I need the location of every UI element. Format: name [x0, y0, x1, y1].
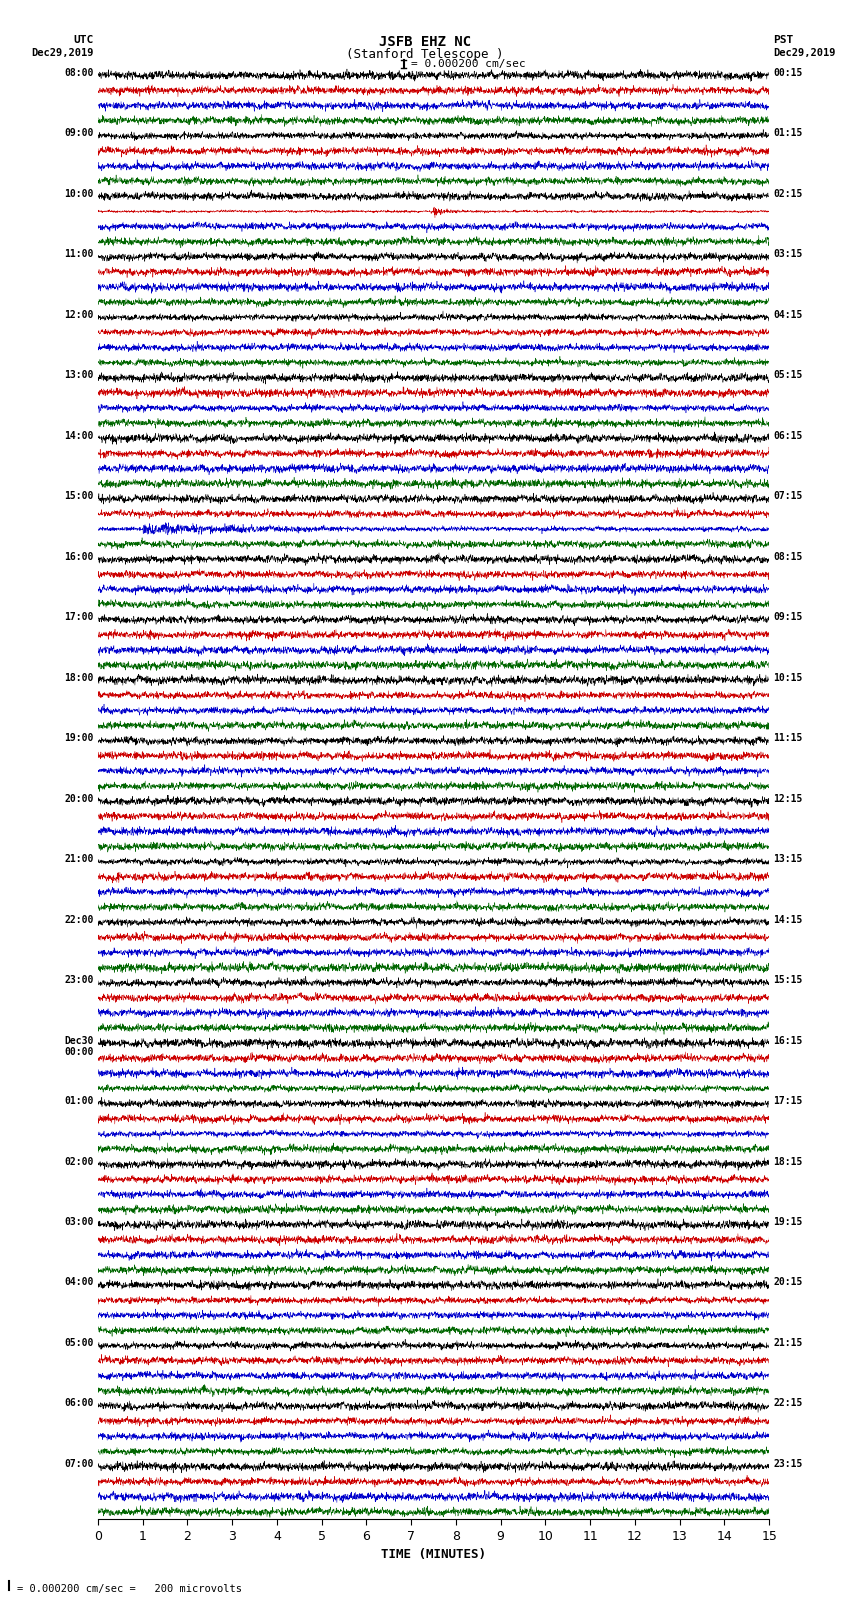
- Text: 07:00: 07:00: [64, 1460, 94, 1469]
- Text: 02:15: 02:15: [774, 189, 803, 198]
- Text: 04:15: 04:15: [774, 310, 803, 319]
- Text: 22:15: 22:15: [774, 1398, 803, 1408]
- Text: 08:00: 08:00: [64, 68, 94, 77]
- Text: 06:00: 06:00: [64, 1398, 94, 1408]
- Text: 12:00: 12:00: [64, 310, 94, 319]
- Text: 18:00: 18:00: [64, 673, 94, 682]
- Text: 04:00: 04:00: [64, 1277, 94, 1287]
- Text: 20:00: 20:00: [64, 794, 94, 803]
- Text: 07:15: 07:15: [774, 492, 803, 502]
- Text: 19:15: 19:15: [774, 1216, 803, 1227]
- Text: 10:15: 10:15: [774, 673, 803, 682]
- Text: 00:15: 00:15: [774, 68, 803, 77]
- Text: 10:00: 10:00: [64, 189, 94, 198]
- Text: 12:15: 12:15: [774, 794, 803, 803]
- Text: PST: PST: [774, 35, 794, 45]
- Text: 20:15: 20:15: [774, 1277, 803, 1287]
- Text: 16:00: 16:00: [64, 552, 94, 561]
- Text: 18:15: 18:15: [774, 1157, 803, 1166]
- Text: 09:00: 09:00: [64, 129, 94, 139]
- Text: 22:00: 22:00: [64, 915, 94, 924]
- Text: Dec29,2019: Dec29,2019: [31, 48, 94, 58]
- Text: Dec29,2019: Dec29,2019: [774, 48, 836, 58]
- Text: 02:00: 02:00: [64, 1157, 94, 1166]
- Text: 05:15: 05:15: [774, 371, 803, 381]
- Text: 16:15: 16:15: [774, 1036, 803, 1045]
- Text: 03:15: 03:15: [774, 250, 803, 260]
- Text: 05:00: 05:00: [64, 1339, 94, 1348]
- Text: = 0.000200 cm/sec: = 0.000200 cm/sec: [411, 58, 525, 69]
- Text: 21:15: 21:15: [774, 1339, 803, 1348]
- Text: 09:15: 09:15: [774, 611, 803, 623]
- Text: 14:00: 14:00: [64, 431, 94, 440]
- Text: 11:00: 11:00: [64, 250, 94, 260]
- Text: 19:00: 19:00: [64, 732, 94, 744]
- Text: 23:00: 23:00: [64, 974, 94, 986]
- Text: = 0.000200 cm/sec =   200 microvolts: = 0.000200 cm/sec = 200 microvolts: [17, 1584, 242, 1594]
- X-axis label: TIME (MINUTES): TIME (MINUTES): [381, 1548, 486, 1561]
- Text: 15:00: 15:00: [64, 492, 94, 502]
- Text: JSFB EHZ NC: JSFB EHZ NC: [379, 35, 471, 50]
- Text: 23:15: 23:15: [774, 1460, 803, 1469]
- Text: (Stanford Telescope ): (Stanford Telescope ): [346, 48, 504, 61]
- Text: 17:15: 17:15: [774, 1097, 803, 1107]
- Text: 21:00: 21:00: [64, 855, 94, 865]
- Text: 17:00: 17:00: [64, 611, 94, 623]
- Text: 13:00: 13:00: [64, 371, 94, 381]
- Text: 14:15: 14:15: [774, 915, 803, 924]
- Text: 08:15: 08:15: [774, 552, 803, 561]
- Text: 11:15: 11:15: [774, 732, 803, 744]
- Text: 03:00: 03:00: [64, 1216, 94, 1227]
- Text: 01:15: 01:15: [774, 129, 803, 139]
- Text: 15:15: 15:15: [774, 974, 803, 986]
- Text: 13:15: 13:15: [774, 855, 803, 865]
- Text: UTC: UTC: [73, 35, 94, 45]
- Text: Dec30
00:00: Dec30 00:00: [64, 1036, 94, 1057]
- Text: 01:00: 01:00: [64, 1097, 94, 1107]
- Text: 06:15: 06:15: [774, 431, 803, 440]
